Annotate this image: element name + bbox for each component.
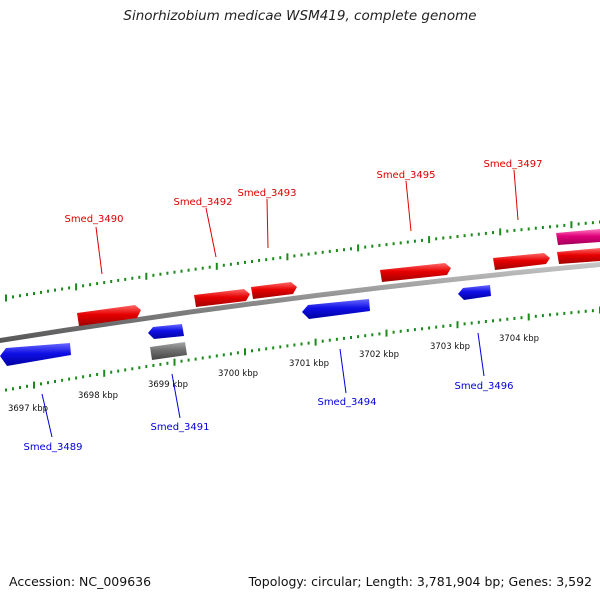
gene-label-smed-3493[interactable]: Smed_3493 [237,188,296,199]
gene-feature-smed-3491[interactable] [148,324,184,339]
scale-label: 3698 kbp [78,391,118,401]
gene-label-smed-3496[interactable]: Smed_3496 [454,381,513,392]
scale-ticks-reverse [5,306,600,392]
scale-label: 3701 kbp [289,359,329,369]
gene-feature-edge-right[interactable] [557,248,600,264]
scale-label: 3702 kbp [359,350,399,360]
accession-text: Accession: NC_009636 [9,574,152,589]
map-title: Sinorhizobium medicae WSM419, complete g… [123,8,477,24]
gene-feature-smed-3495[interactable] [380,263,451,282]
gene-feature-smed-3497[interactable] [493,253,550,270]
scale-label: 3697 kbp [8,404,48,414]
gene-label-smed-3491[interactable]: Smed_3491 [150,422,209,433]
genome-summary-text: Topology: circular; Length: 3,781,904 bp… [248,574,592,589]
gene-feature-smed-3493[interactable] [251,282,297,299]
scale-labels: 3697 kbp 3698 kbp 3699 kbp 3700 kbp 3701 kbp… [8,334,539,414]
gene-feature-smed-3492[interactable] [194,289,250,307]
gene-feature-smed-3490[interactable] [77,305,141,326]
scale-label: 3703 kbp [430,342,470,352]
gene-feature-smed-3496[interactable] [458,285,491,300]
label-connectors [41,169,519,438]
gene-feature-smed-3494[interactable] [302,299,370,319]
gene-label-smed-3494[interactable]: Smed_3494 [317,397,376,408]
gene-feature-smed-3489[interactable] [0,343,71,366]
gene-label-smed-3495[interactable]: Smed_3495 [376,170,435,181]
pseudogene-feature-smed-3491[interactable] [150,342,187,360]
rna-feature-edge-right[interactable] [556,229,600,245]
gene-label-smed-3492[interactable]: Smed_3492 [173,197,232,208]
scale-label: 3700 kbp [218,369,258,379]
gene-label-smed-3489[interactable]: Smed_3489 [23,442,82,453]
gene-label-smed-3490[interactable]: Smed_3490 [64,214,123,225]
scale-ticks-forward [5,220,600,302]
scale-label: 3699 kbp [148,380,188,390]
gene-label-smed-3497[interactable]: Smed_3497 [483,159,542,170]
genome-backbone [0,262,600,343]
scale-label: 3704 kbp [499,334,539,344]
